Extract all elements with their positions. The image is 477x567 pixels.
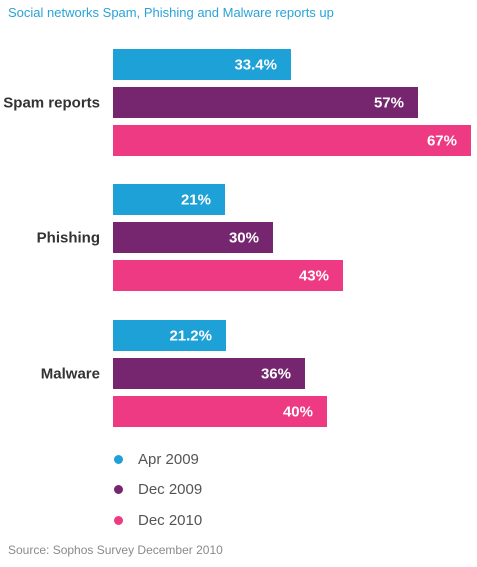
bar-value-label: 30% <box>228 229 259 246</box>
category-label: Phishing <box>36 229 100 246</box>
bar: 30% <box>113 222 273 253</box>
bar: 40% <box>113 396 327 427</box>
bar: 57% <box>113 87 418 118</box>
bar-value-label: 67% <box>426 132 457 149</box>
bar-value-label: 36% <box>260 365 291 382</box>
legend-item: Dec 2010 <box>114 512 202 529</box>
bar-value-label: 21.2% <box>169 327 212 344</box>
legend-item: Dec 2009 <box>114 481 202 498</box>
chart-title: Social networks Spam, Phishing and Malwa… <box>8 5 334 20</box>
legend-label: Apr 2009 <box>138 451 199 468</box>
bar-value-label: 57% <box>373 94 404 111</box>
bar-value-label: 43% <box>298 267 329 284</box>
legend-dot-icon <box>114 455 123 464</box>
legend-dot-icon <box>114 485 123 494</box>
bar: 21.2% <box>113 320 226 351</box>
category-label: Malware <box>40 365 100 382</box>
legend-label: Dec 2009 <box>138 481 203 498</box>
bar-value-label: 33.4% <box>234 56 277 73</box>
legend-dot-icon <box>114 516 123 525</box>
bar-value-label: 40% <box>282 403 313 420</box>
bar: 33.4% <box>113 49 291 80</box>
bar-value-label: 21% <box>180 191 211 208</box>
source-note: Source: Sophos Survey December 2010 <box>8 543 223 557</box>
bar: 36% <box>113 358 305 389</box>
bar: 21% <box>113 184 225 215</box>
legend-item: Apr 2009 <box>114 451 199 468</box>
category-label: Spam reports <box>3 94 100 111</box>
bar: 67% <box>113 125 471 156</box>
bar: 43% <box>113 260 343 291</box>
legend-label: Dec 2010 <box>138 512 203 529</box>
